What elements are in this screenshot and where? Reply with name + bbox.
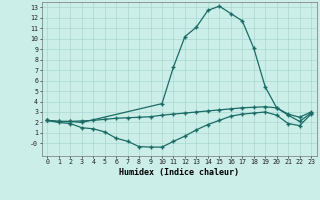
X-axis label: Humidex (Indice chaleur): Humidex (Indice chaleur)	[119, 168, 239, 177]
